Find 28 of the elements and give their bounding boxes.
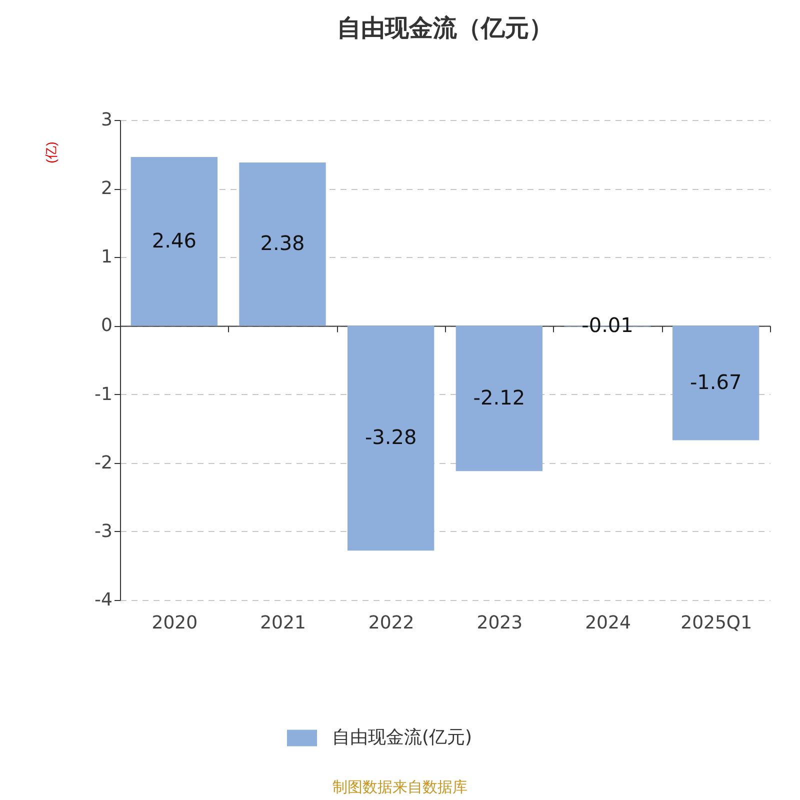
y-tick-label: 0 [101, 315, 112, 336]
x-tick-label: 2022 [368, 612, 414, 634]
x-tick-label: 2024 [585, 612, 631, 634]
legend-label: 自由现金流(亿元) [332, 727, 472, 748]
y-axis-title: (亿) [44, 142, 58, 164]
y-tick-label: -4 [94, 590, 112, 610]
data-label: -3.28 [364, 425, 417, 450]
data-label: -1.67 [690, 370, 742, 394]
data-label: 2.38 [260, 231, 305, 256]
bar [672, 326, 760, 440]
x-tick-label: 2021 [260, 612, 306, 634]
x-tick-label: 2020 [152, 612, 198, 634]
x-tick-label: 2023 [476, 612, 523, 634]
bar [348, 326, 434, 551]
y-tick-label: 2 [101, 178, 112, 200]
chart-title: 自由现金流（亿元） [337, 14, 553, 42]
bar [239, 162, 326, 326]
y-tick-label: 1 [101, 246, 112, 268]
y-tick-label: 3 [101, 110, 112, 130]
bar [456, 326, 542, 472]
y-tick-label: -1 [94, 384, 112, 405]
data-label: -2.12 [473, 385, 526, 410]
bar [130, 157, 218, 326]
x-tick-label: 2025Q1 [680, 612, 752, 634]
y-tick-label: -2 [94, 452, 112, 474]
data-label: 2.46 [152, 228, 196, 252]
text: 制图数据来自数据库 [332, 778, 468, 797]
y-tick-label: -3 [94, 520, 112, 542]
